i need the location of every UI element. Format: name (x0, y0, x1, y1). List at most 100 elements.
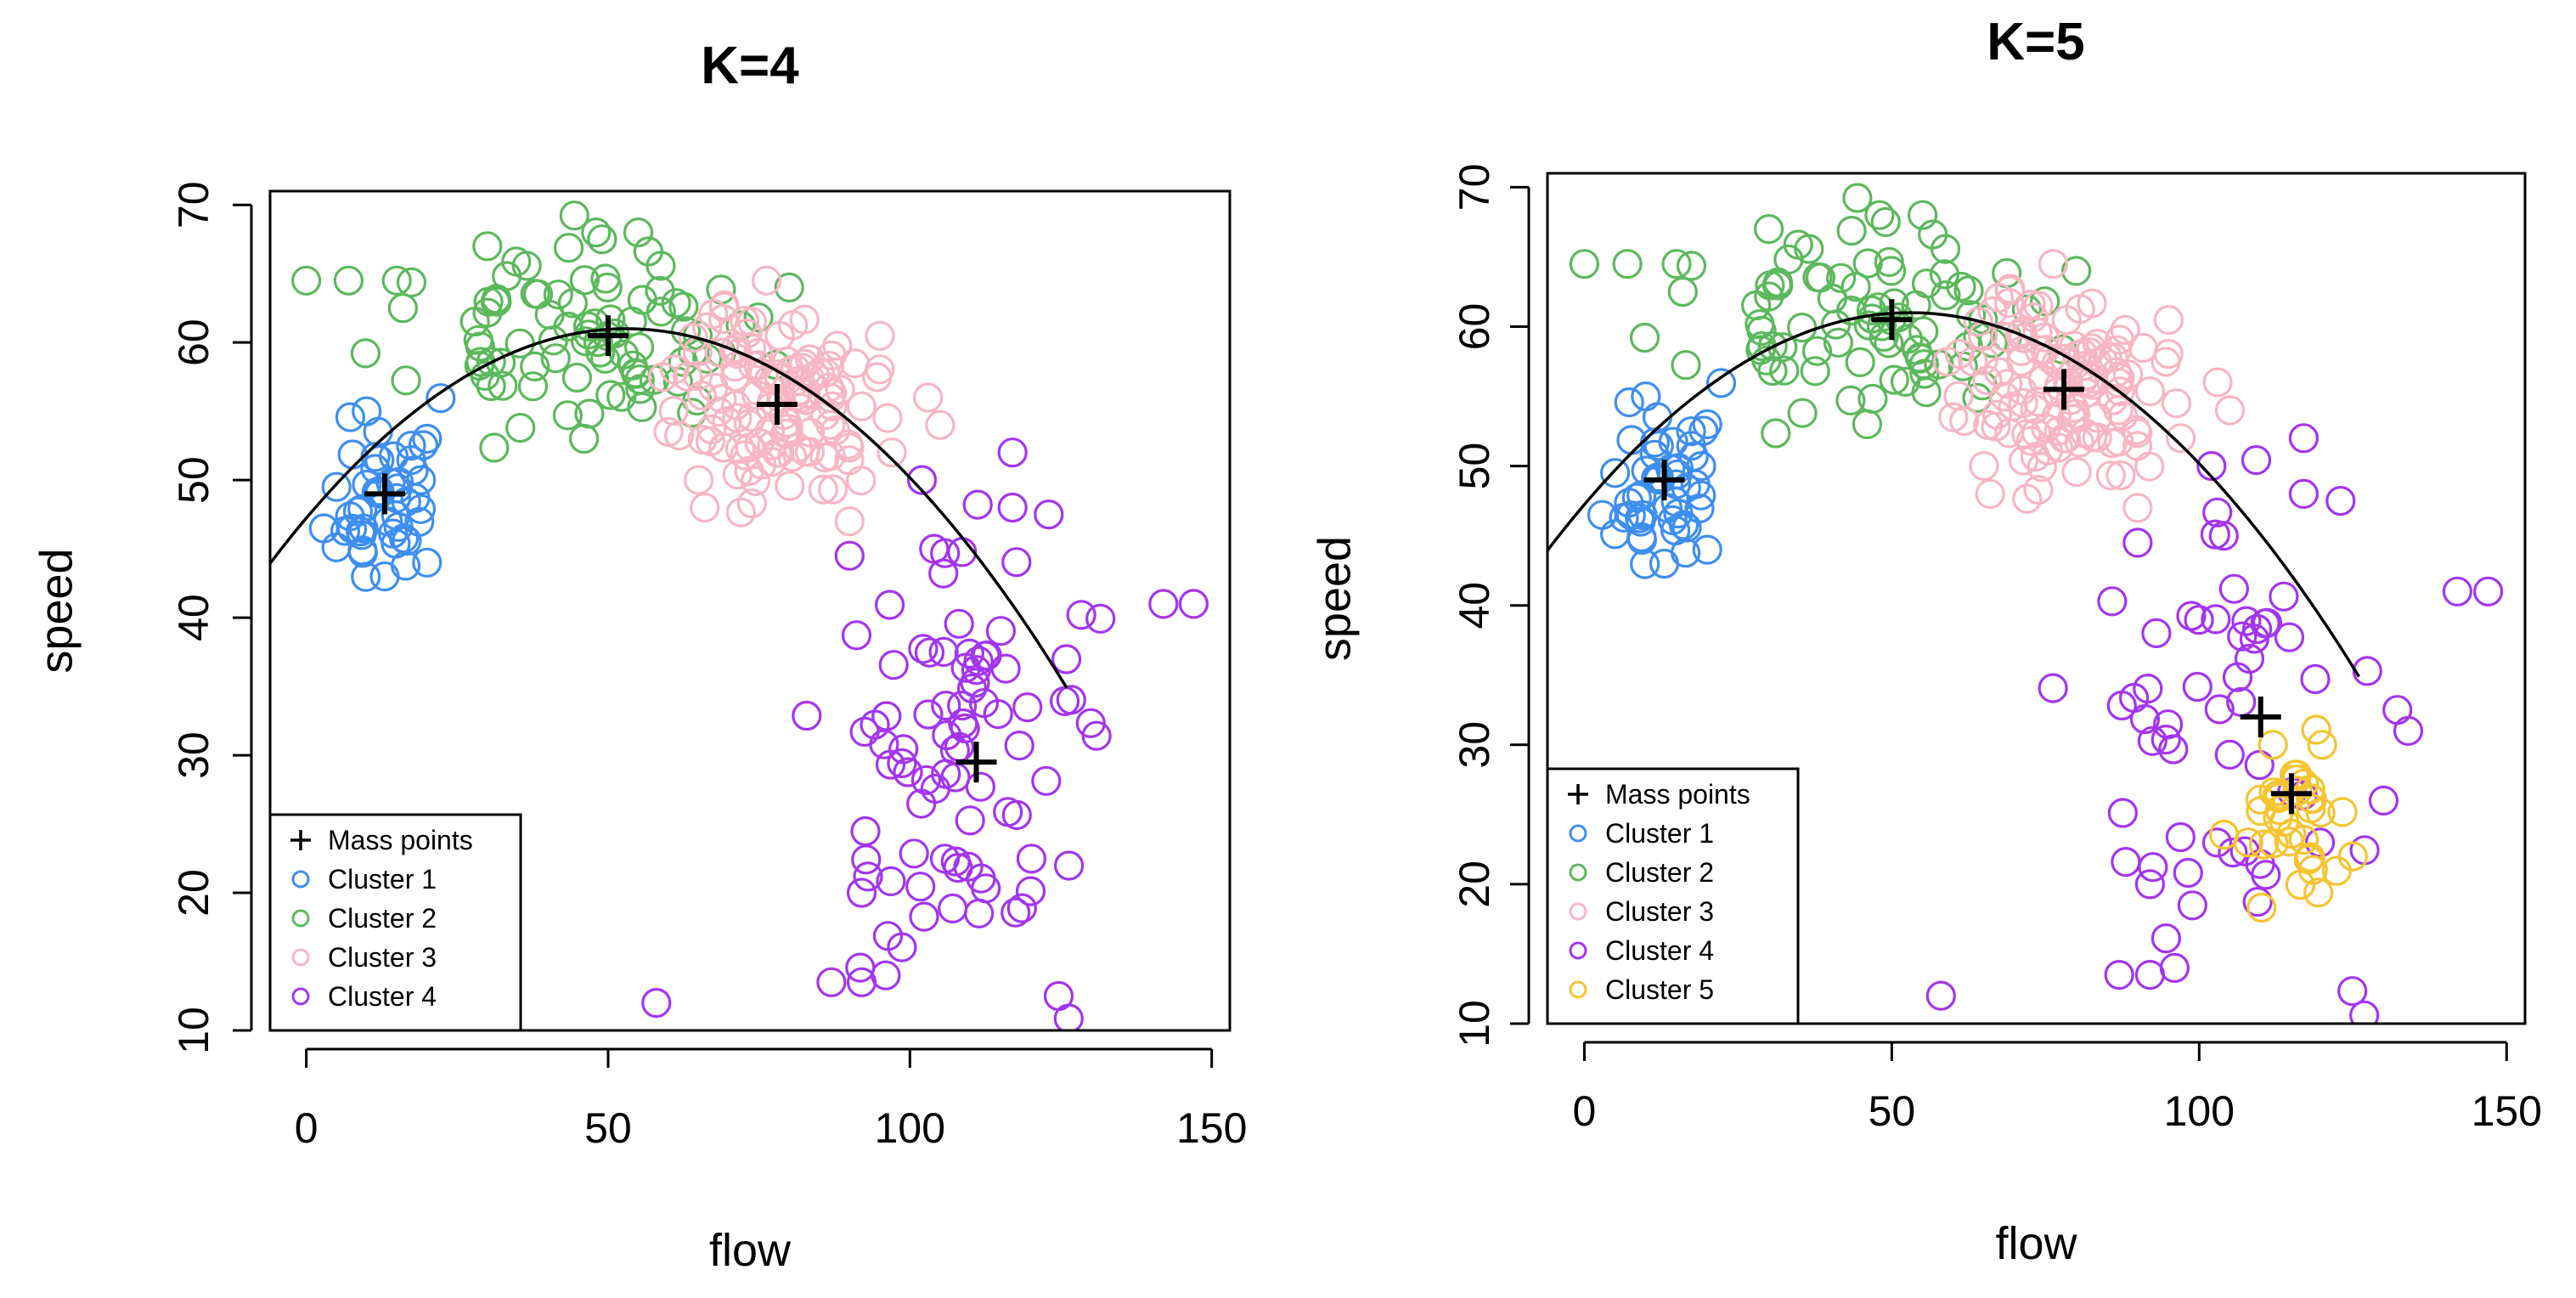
data-point (2295, 842, 2325, 872)
data-point (1911, 377, 1942, 408)
data-point (1661, 249, 1692, 279)
data-point (511, 251, 542, 281)
data-point (2196, 450, 2227, 482)
data-point (321, 471, 352, 502)
x-tick-label: 150 (2472, 1087, 2542, 1135)
data-point (2201, 604, 2231, 635)
data-point (405, 494, 437, 524)
data-point (2208, 521, 2239, 551)
y-axis: 10 20 30 40 50 60 70 (170, 181, 253, 1054)
mass-point (2240, 696, 2281, 737)
data-point (1802, 262, 1833, 292)
chart-title: K=4 (701, 37, 799, 95)
data-point (1909, 358, 1940, 389)
data-point (869, 729, 899, 759)
data-point (1835, 385, 1866, 415)
data-point (2231, 606, 2262, 636)
data-point (2012, 483, 2043, 514)
data-point (2105, 460, 2136, 491)
data-point (846, 967, 877, 997)
data-point (1874, 246, 1904, 277)
data-point (834, 506, 865, 537)
data-point (786, 353, 817, 383)
data-point (1051, 644, 1082, 674)
data-point (1993, 369, 2023, 399)
data-point (970, 641, 1001, 671)
data-point (1148, 589, 1179, 619)
legend-item-label: Cluster 1 (328, 864, 437, 894)
data-point (1599, 458, 1631, 488)
data-point (1075, 708, 1106, 738)
x-tick-label: 0 (1573, 1087, 1597, 1135)
data-point (2246, 796, 2276, 827)
y-tick-label: 50 (170, 456, 217, 504)
mass-point (364, 473, 406, 515)
data-point (719, 352, 751, 382)
legend: Mass points Cluster 1 Cluster 2 Cluster 3 Cl… (268, 813, 522, 1032)
data-point (876, 866, 906, 897)
data-point (1852, 248, 1883, 279)
data-point (2288, 478, 2319, 510)
data-point (2182, 671, 2212, 703)
data-point (766, 383, 797, 414)
data-point (543, 279, 573, 310)
y-axis-label: speed (31, 548, 82, 673)
data-point (2473, 576, 2504, 607)
data-point (703, 397, 735, 427)
data-point (2055, 385, 2086, 415)
data-point (2301, 714, 2331, 745)
series-cluster-3 (647, 265, 955, 537)
data-point (2349, 1000, 2380, 1024)
y-tick-label: 20 (1451, 861, 1498, 908)
data-point (2153, 305, 2184, 336)
series-cluster-4 (641, 437, 1209, 1030)
data-point (794, 344, 826, 375)
data-point (672, 361, 703, 392)
data-point (906, 465, 938, 495)
data-point (2327, 797, 2358, 827)
data-point (2150, 923, 2181, 954)
data-point (2006, 336, 2037, 366)
data-point (846, 878, 877, 908)
y-tick-label: 70 (170, 181, 217, 229)
data-point (887, 748, 917, 779)
data-point (2095, 460, 2126, 491)
data-point (1012, 691, 1043, 723)
data-point (817, 474, 848, 505)
x-tick-label: 100 (2164, 1087, 2235, 1135)
data-point (1969, 450, 1999, 482)
data-point (1569, 249, 1600, 279)
data-point (2071, 360, 2102, 391)
data-point (595, 380, 626, 410)
data-point (1993, 287, 2025, 319)
data-point (1840, 272, 1871, 302)
data-point (997, 437, 1028, 468)
plot-frame (1546, 172, 2527, 1025)
data-point (479, 432, 510, 463)
data-point (2122, 493, 2153, 523)
data-point (1908, 200, 1938, 230)
data-point (791, 385, 821, 415)
legend-key-circle (1569, 902, 1587, 921)
data-point (647, 362, 679, 392)
data-point (948, 708, 978, 739)
data-point (2269, 581, 2299, 612)
data-point (488, 370, 518, 401)
x-tick-label: 150 (1176, 1104, 1247, 1152)
data-point (2214, 739, 2245, 770)
data-point (2245, 784, 2275, 815)
data-point (1801, 336, 1833, 366)
data-point (1968, 345, 1998, 375)
data-point (740, 466, 771, 497)
data-point (2074, 337, 2105, 368)
legend-key-circle (291, 987, 310, 1006)
data-point (1989, 381, 2020, 412)
x-axis-label: flow (709, 1225, 792, 1276)
data-point (905, 872, 936, 902)
data-point (505, 413, 536, 443)
data-point (387, 293, 418, 324)
data-point (2250, 608, 2280, 639)
data-point (2153, 709, 2184, 740)
series-cluster-5 (2209, 714, 2368, 923)
